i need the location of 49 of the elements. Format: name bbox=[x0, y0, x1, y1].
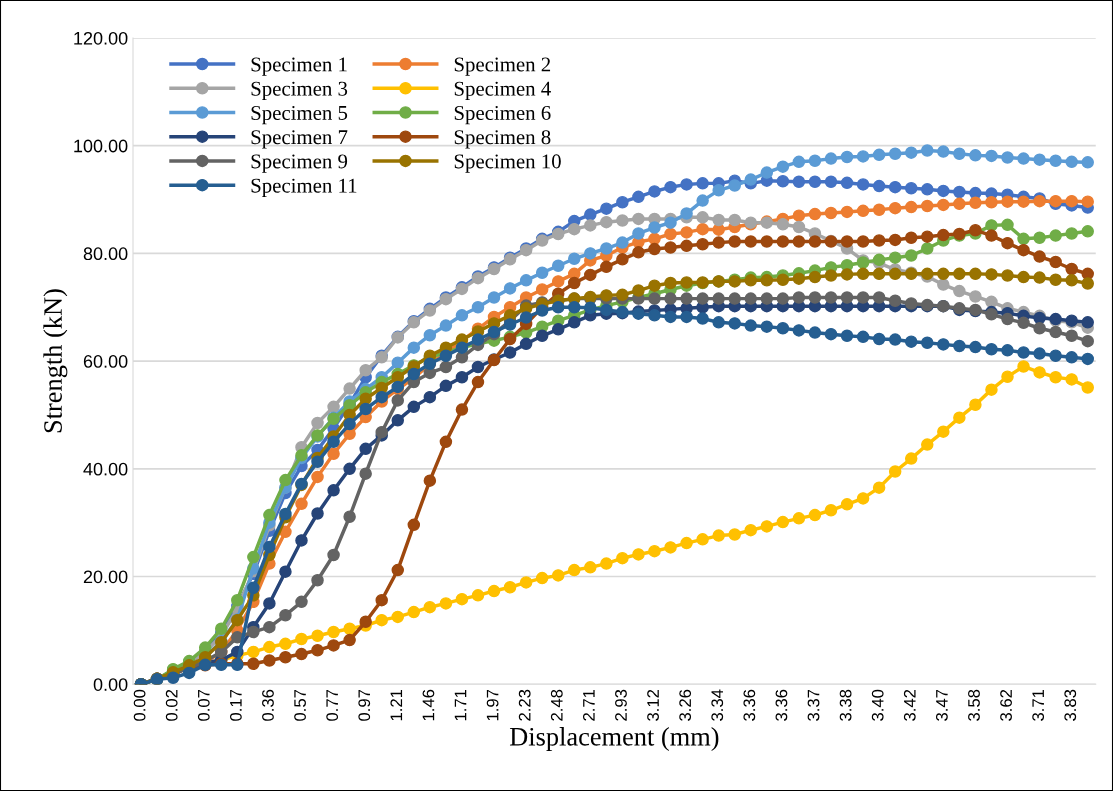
x-tick-label: 3.83 bbox=[1064, 689, 1077, 721]
x-tick-label: 3.36 bbox=[743, 689, 756, 721]
legend-label: Specimen 3 bbox=[251, 81, 348, 100]
x-tick-label: 0.57 bbox=[294, 689, 306, 721]
x-tick-label: 1.97 bbox=[486, 689, 499, 721]
x-tick-label: 0.77 bbox=[326, 689, 339, 721]
x-tick-label: 3.42 bbox=[903, 689, 916, 721]
x-tick-label: 0.17 bbox=[229, 689, 242, 721]
y-tick-label: 0.00 bbox=[93, 678, 128, 691]
legend-label: Specimen 4 bbox=[454, 81, 551, 100]
x-tick-label: 3.40 bbox=[871, 689, 884, 721]
x-tick-label: 3.12 bbox=[647, 689, 659, 721]
x-tick-label: 1.21 bbox=[390, 689, 403, 721]
x-tick-label: 0.36 bbox=[262, 689, 274, 721]
legend-label: Specimen 9 bbox=[251, 154, 348, 173]
x-tick-label: 2.71 bbox=[582, 689, 595, 721]
legend-label: Specimen 2 bbox=[454, 57, 551, 76]
y-axis-title: Strength (kN) bbox=[43, 289, 68, 433]
x-tick-label: 3.36 bbox=[775, 689, 788, 721]
x-tick-label: 3.62 bbox=[1000, 689, 1012, 721]
x-tick-label: 2.93 bbox=[615, 689, 627, 721]
x-tick-label: 0.97 bbox=[358, 689, 371, 721]
y-tick-label: 80.00 bbox=[83, 247, 128, 261]
x-tick-label: 3.26 bbox=[679, 689, 692, 721]
x-tick-label: 2.48 bbox=[550, 689, 563, 721]
y-tick-label: 40.00 bbox=[83, 462, 128, 476]
y-tick-label: 20.00 bbox=[83, 570, 128, 584]
legend-label: Specimen 8 bbox=[454, 130, 551, 149]
x-axis-title: Displacement (mm) bbox=[509, 727, 719, 751]
x-tick-label: 2.23 bbox=[518, 689, 531, 721]
legend-label: Specimen 1 bbox=[251, 57, 347, 76]
x-tick-label: 3.71 bbox=[1032, 689, 1045, 721]
x-tick-label: 3.47 bbox=[935, 689, 948, 721]
x-tick-label: 1.46 bbox=[422, 689, 435, 721]
y-tick-label: 60.00 bbox=[83, 355, 128, 368]
legend-label: Specimen 5 bbox=[251, 105, 348, 125]
x-tick-label: 0.02 bbox=[165, 689, 178, 721]
legend-label: Specimen 11 bbox=[251, 178, 357, 197]
x-tick-label: 3.37 bbox=[807, 689, 820, 721]
x-tick-label: 3.58 bbox=[968, 689, 980, 721]
legend-label: Specimen 7 bbox=[251, 130, 348, 149]
x-tick-label: 3.34 bbox=[711, 689, 724, 721]
legend-label: Specimen 10 bbox=[454, 154, 561, 173]
x-tick-label: 0.07 bbox=[197, 689, 210, 721]
x-tick-label: 3.38 bbox=[839, 689, 852, 721]
legend-label: Specimen 6 bbox=[454, 105, 551, 125]
y-tick-label: 100.00 bbox=[74, 139, 128, 153]
x-tick-label: 1.71 bbox=[454, 689, 467, 721]
y-tick-label: 120.00 bbox=[74, 31, 128, 45]
